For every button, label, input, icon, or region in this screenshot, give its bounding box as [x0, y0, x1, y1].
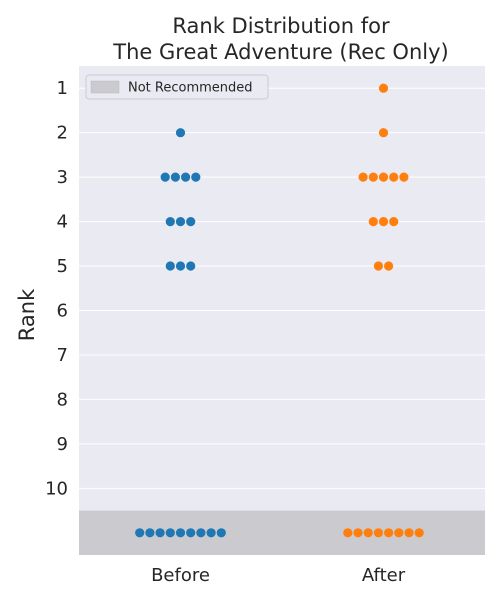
y-tick-rank-7: 7	[57, 345, 68, 366]
y-tick-rank-5: 5	[57, 256, 68, 277]
chart-title-line-2: The Great Adventure (Rec Only)	[112, 40, 448, 64]
point-after-rank-not_recommended-6	[394, 528, 404, 538]
point-after-rank-not_recommended-4	[373, 528, 383, 538]
point-after-rank-3-2	[368, 172, 378, 182]
legend-swatch	[90, 80, 120, 94]
point-after-rank-not_recommended-8	[414, 528, 424, 538]
point-after-rank-not_recommended-7	[404, 528, 414, 538]
point-before-rank-2-1	[175, 128, 186, 138]
point-before-rank-not_recommended-3	[155, 528, 165, 538]
point-after-rank-4-3	[389, 217, 399, 227]
point-after-rank-3-4	[389, 172, 399, 182]
point-before-rank-3-2	[170, 172, 180, 182]
point-before-rank-4-2	[175, 217, 186, 227]
legend-label: Not Recommended	[128, 81, 253, 96]
point-after-rank-3-5	[399, 172, 409, 182]
point-after-rank-not_recommended-1	[343, 528, 353, 538]
point-after-rank-not_recommended-3	[363, 528, 373, 538]
y-axis-label: Rank	[15, 288, 39, 341]
point-before-rank-4-1	[165, 217, 175, 227]
y-tick-labels: 1 2 3 4 5 6 7 8 9 10	[45, 78, 68, 499]
point-after-rank-5-1	[373, 261, 383, 271]
y-tick-rank-9: 9	[57, 434, 68, 455]
point-before-rank-not_recommended-9	[216, 528, 226, 538]
point-before-rank-3-1	[160, 172, 170, 182]
point-after-rank-not_recommended-5	[384, 528, 394, 538]
point-after-rank-5-2	[384, 261, 394, 271]
point-before-rank-not_recommended-6	[186, 528, 196, 538]
point-before-rank-5-1	[165, 261, 175, 271]
y-tick-rank-8: 8	[57, 389, 68, 410]
point-after-rank-3-3	[378, 172, 389, 182]
point-after-rank-3-1	[358, 172, 368, 182]
y-tick-rank-10: 10	[45, 478, 68, 499]
chart-title-line-1: Rank Distribution for	[172, 14, 390, 38]
point-before-rank-3-3	[181, 172, 191, 182]
point-before-rank-not_recommended-2	[145, 528, 155, 538]
legend: Not Recommended	[85, 74, 269, 100]
legend-frame	[85, 74, 269, 100]
point-after-rank-1-1	[378, 83, 389, 93]
point-before-rank-5-3	[186, 261, 196, 271]
y-tick-rank-2: 2	[57, 123, 68, 144]
point-before-rank-3-4	[191, 172, 201, 182]
y-tick-rank-3: 3	[57, 167, 68, 188]
y-tick-rank-6: 6	[57, 301, 68, 322]
point-after-rank-2-1	[378, 128, 389, 138]
point-before-rank-not_recommended-7	[196, 528, 206, 538]
grid-lines	[79, 87, 485, 489]
point-before-rank-not_recommended-4	[165, 528, 175, 538]
x-tick-after: After	[362, 565, 406, 586]
point-before-rank-not_recommended-1	[135, 528, 145, 538]
point-before-rank-not_recommended-5	[175, 528, 186, 538]
point-after-rank-not_recommended-2	[353, 528, 363, 538]
x-tick-labels: Before After	[151, 565, 406, 586]
y-tick-rank-1: 1	[57, 78, 68, 99]
point-after-rank-4-1	[368, 217, 378, 227]
x-tick-before: Before	[151, 565, 210, 586]
y-tick-rank-4: 4	[57, 212, 68, 233]
point-before-rank-4-3	[186, 217, 196, 227]
point-after-rank-4-2	[378, 217, 389, 227]
data-points	[135, 83, 424, 538]
point-before-rank-5-2	[175, 261, 186, 271]
point-before-rank-not_recommended-8	[206, 528, 216, 538]
